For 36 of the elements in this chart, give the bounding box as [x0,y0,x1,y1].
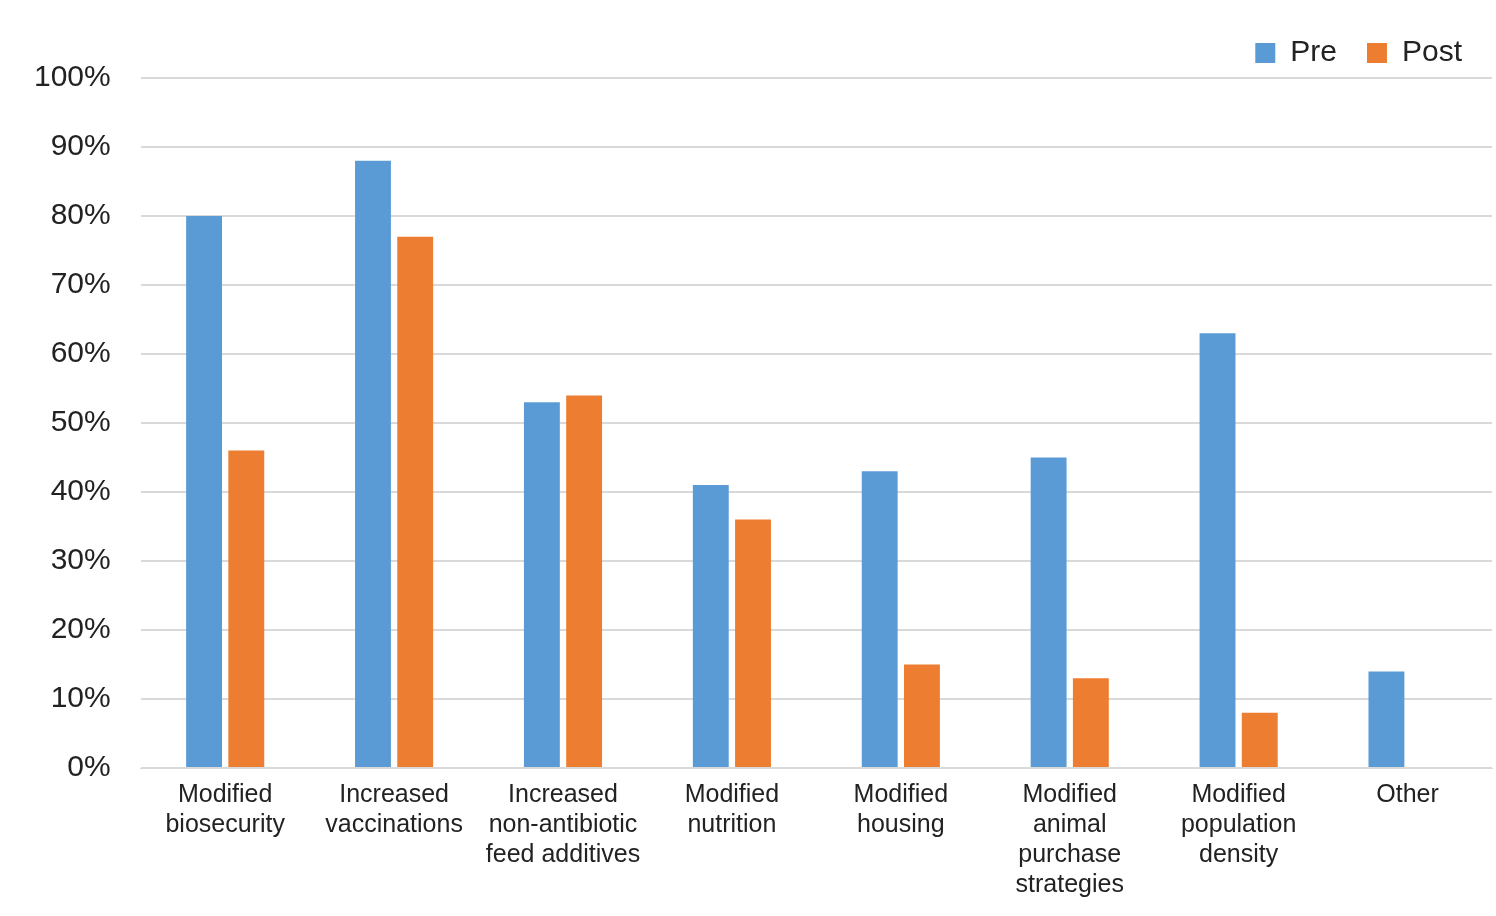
bar [1241,712,1278,767]
legend-label: Post [1401,34,1463,68]
x-tick-label: Modified animal purchase strategies [1015,778,1124,897]
x-tick-label: Modified population density [1180,778,1297,867]
y-tick-label: 70% [50,266,111,300]
bar [903,664,940,767]
bar [566,395,603,767]
y-tick-label: 40% [50,473,111,507]
bar [186,216,223,767]
y-tick-label: 10% [50,680,111,714]
bar [1072,678,1109,767]
bar [692,485,729,767]
bar [1199,333,1236,767]
bar [523,402,560,767]
y-tick-label: 20% [50,611,111,645]
bar [228,450,265,767]
bar [735,519,771,767]
bar [861,471,898,767]
x-tick-label: Modified nutrition [684,778,780,837]
y-tick-label: 50% [50,404,111,438]
y-tick-label: 80% [50,197,111,231]
legend-label: Pre [1290,34,1337,68]
x-tick-label: Increased non-antibiotic feed additives [485,778,641,867]
bar [1368,671,1405,767]
bar [397,236,434,767]
x-tick-label: Modified housing [853,778,949,837]
x-tick-label: Other [1376,778,1439,807]
bar [355,160,391,767]
y-tick-label: 30% [50,542,111,576]
y-tick-label: 100% [33,59,111,93]
x-tick-label: Increased vaccinations [325,778,463,837]
bar [1030,457,1067,767]
y-tick-label: 0% [67,749,111,783]
y-tick-label: 90% [50,128,111,162]
x-tick-label: Modified biosecurity [165,778,286,837]
y-tick-label: 60% [50,335,111,369]
